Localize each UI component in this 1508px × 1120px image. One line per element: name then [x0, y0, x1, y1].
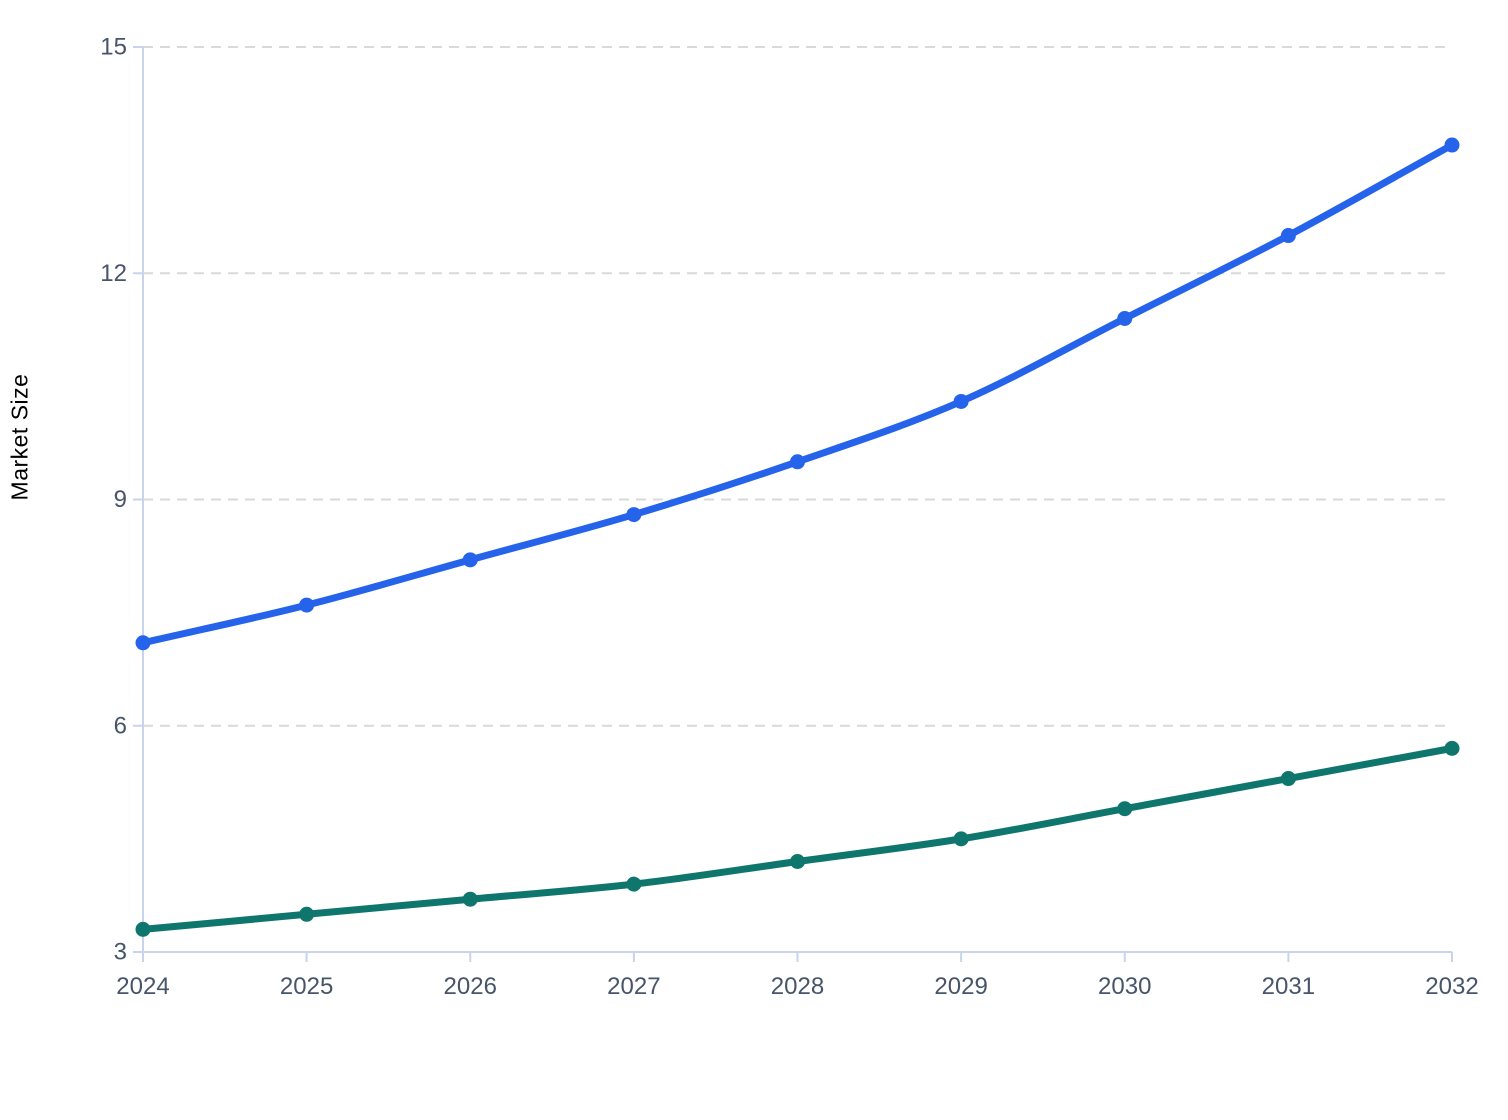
data-point: [790, 454, 805, 470]
data-point: [1280, 228, 1296, 244]
series-line-1: [139, 141, 1456, 647]
y-tick-label: 6: [114, 712, 127, 739]
y-tick-label: 9: [114, 486, 127, 513]
x-tick-label: 2030: [1098, 973, 1151, 1000]
data-point: [1444, 137, 1460, 153]
data-point: [1117, 311, 1133, 326]
data-point: [1444, 740, 1460, 756]
data-point: [626, 876, 642, 892]
data-point: [626, 507, 642, 523]
x-tick-label: 2024: [116, 973, 169, 1000]
gridlines: [143, 46, 1452, 727]
data-point: [790, 854, 805, 869]
data-point: [135, 635, 151, 651]
series-lines: [135, 137, 1460, 937]
x-tick-label: 2031: [1262, 973, 1315, 1000]
y-tick-label: 15: [100, 34, 127, 61]
data-point: [299, 597, 315, 613]
series-line-2: [139, 744, 1456, 933]
x-tick-label: 2026: [444, 973, 497, 1000]
axes: [133, 46, 1453, 962]
data-point: [299, 906, 315, 922]
data-point: [462, 552, 478, 568]
data-point: [1280, 771, 1296, 787]
tick-labels: 3 6 9 12 15 2024 2025 2026 2027 2028 2029 2030 2031 2…: [100, 34, 1478, 1000]
data-point: [135, 921, 151, 937]
data-point: [953, 831, 969, 847]
x-tick-label: 2028: [771, 973, 824, 1000]
x-tick-label: 2029: [934, 973, 987, 1000]
x-tick-label: 2032: [1425, 973, 1478, 1000]
data-point: [953, 393, 969, 409]
data-point: [1117, 801, 1133, 817]
data-point: [462, 891, 478, 907]
x-tick-label: 2025: [280, 973, 333, 1000]
x-tick-label: 2027: [607, 973, 660, 1000]
y-tick-label: 3: [114, 939, 127, 966]
y-tick-label: 12: [100, 260, 127, 287]
